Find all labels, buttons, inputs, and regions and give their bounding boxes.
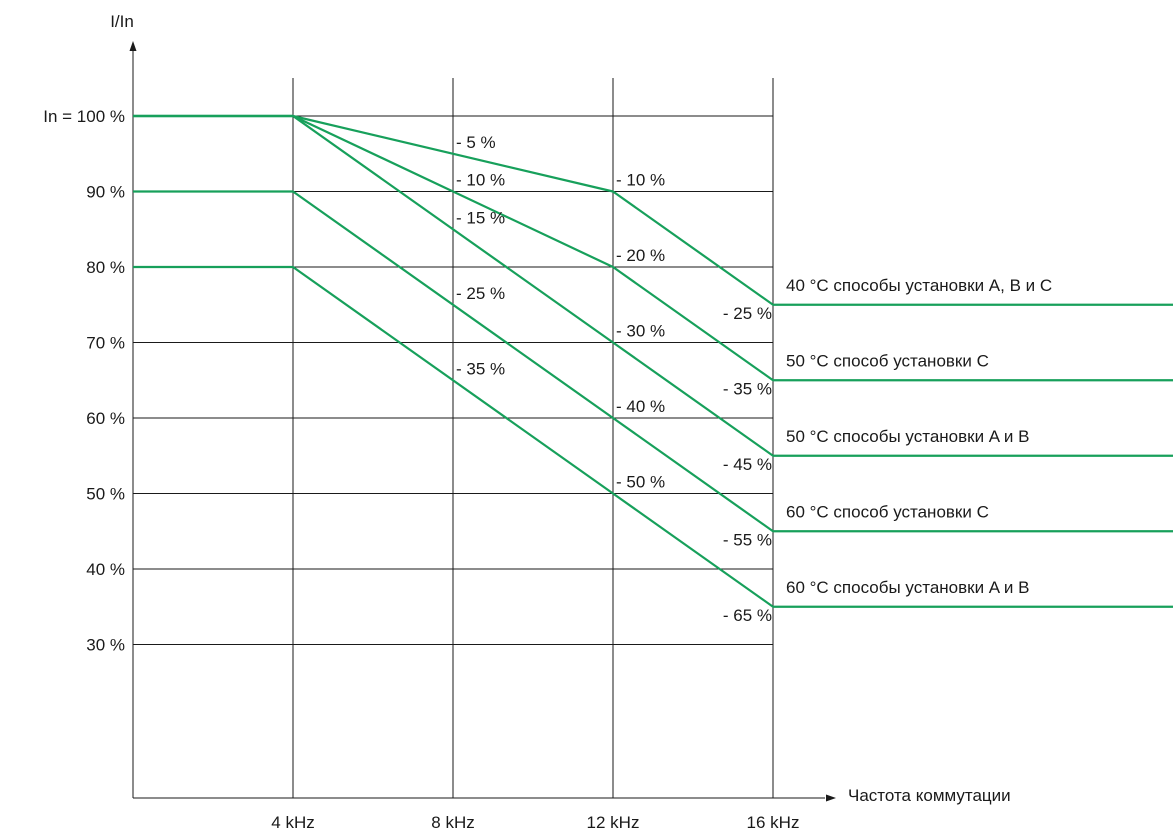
y-tick-label: In = 100 % (43, 107, 125, 126)
annotations: - 5 % - 10 % - 15 % - 25 % - 35 % - 10 % - 20 … (456, 133, 772, 625)
series-line (133, 114, 1173, 457)
grid (133, 78, 774, 798)
derating-annotation: - 30 % (616, 322, 665, 341)
derating-annotation: - 25 % (723, 304, 772, 323)
x-tick-label: 12 kHz (587, 813, 640, 830)
series-label: 60 °C способ установки C (786, 502, 989, 521)
y-tick-label: 60 % (86, 409, 125, 428)
x-axis-label: Частота коммутации (848, 786, 1011, 805)
derating-annotation: - 50 % (616, 473, 665, 492)
x-tick-label: 8 kHz (431, 813, 474, 830)
derating-annotation: - 20 % (616, 246, 665, 265)
y-tick-label: 80 % (86, 258, 125, 277)
y-tick-label: 30 % (86, 636, 125, 655)
x-axis-arrow-icon (826, 794, 836, 802)
axes: I/In Частота коммутации (110, 12, 1010, 805)
derating-annotation: - 40 % (616, 397, 665, 416)
derating-annotation: - 10 % (456, 171, 505, 190)
series-line (133, 190, 1173, 533)
tick-labels: In = 100 % 90 % 80 % 70 % 60 % 50 % 40 % 30 % 4 … (43, 107, 1052, 830)
y-tick-label: 70 % (86, 334, 125, 353)
series-label: 50 °C способ установки C (786, 351, 989, 370)
y-axis-label: I/In (110, 12, 134, 31)
derating-annotation: - 45 % (723, 455, 772, 474)
series-label: 50 °C способы установки A и B (786, 427, 1030, 446)
derating-annotation: - 35 % (456, 359, 505, 378)
series-label: 60 °C способы установки A и B (786, 578, 1030, 597)
derating-annotation: - 15 % (456, 208, 505, 227)
x-tick-label: 16 kHz (747, 813, 800, 830)
y-tick-label: 90 % (86, 183, 125, 202)
derating-annotation: - 55 % (723, 530, 772, 549)
derating-annotation: - 10 % (616, 171, 665, 190)
derating-annotation: - 25 % (456, 284, 505, 303)
y-axis-arrow-icon (129, 41, 137, 51)
series-lines (133, 114, 1173, 608)
series-label: 40 °C способы установки A, B и C (786, 276, 1052, 295)
derating-annotation: - 35 % (723, 379, 772, 398)
derating-annotation: - 65 % (723, 606, 772, 625)
x-tick-label: 4 kHz (271, 813, 314, 830)
series-line (133, 265, 1173, 608)
y-tick-label: 40 % (86, 560, 125, 579)
derating-annotation: - 5 % (456, 133, 496, 152)
y-tick-label: 50 % (86, 485, 125, 504)
